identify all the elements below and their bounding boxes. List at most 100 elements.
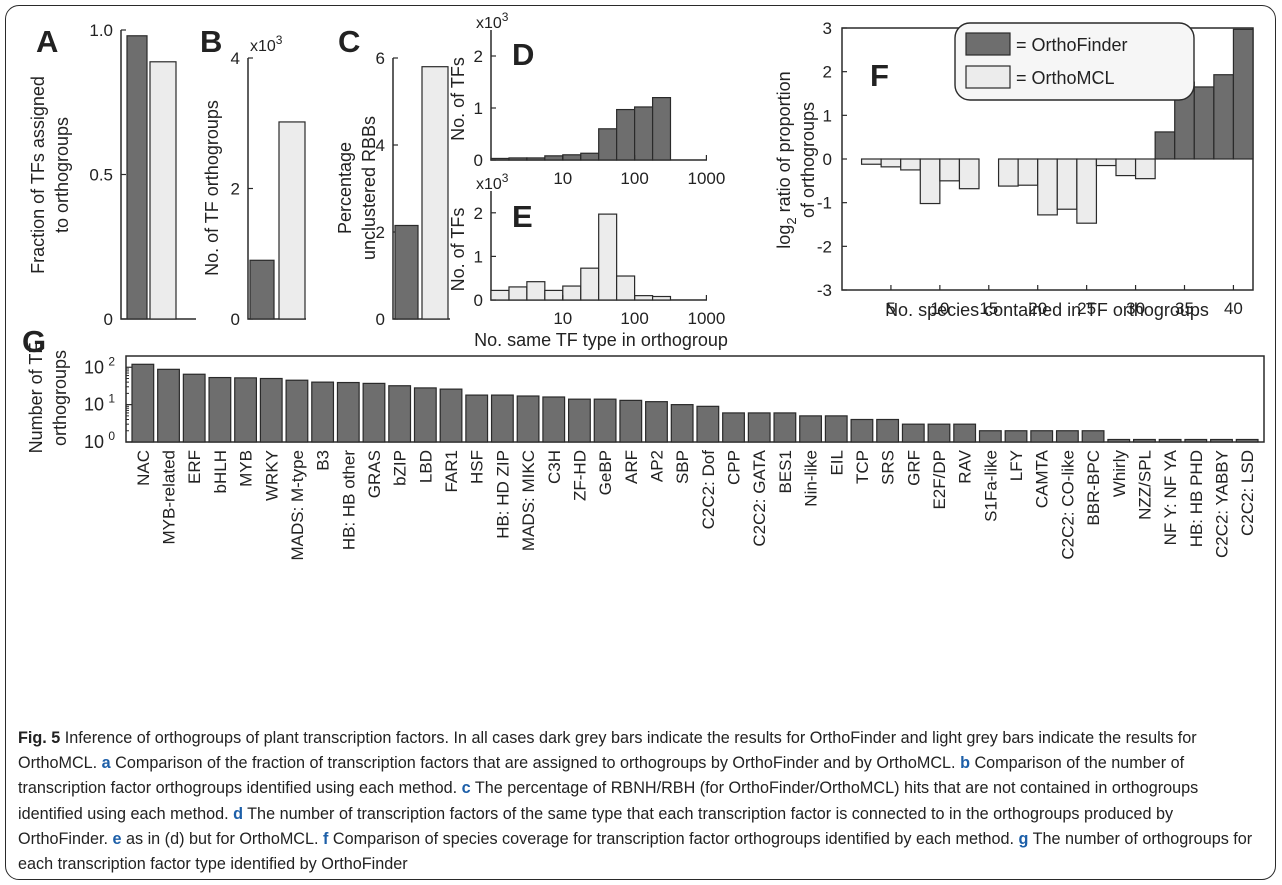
x-category-label-g: CAMTA — [1033, 449, 1052, 508]
x-category-label-g: GeBP — [596, 450, 615, 495]
bar-f — [1232, 28, 1254, 160]
legend-swatch-orthofinder — [965, 32, 1011, 56]
x-category-label-g: MYB — [237, 450, 256, 487]
bar-g — [465, 394, 489, 443]
y-tick-label-f: -3 — [817, 281, 832, 300]
bar-f — [958, 158, 980, 190]
x-tick-label-f: 5 — [886, 299, 895, 318]
x-category-label-g: C2C2: YABBY — [1212, 450, 1231, 558]
x-tick-label-d: 10 — [553, 169, 572, 188]
bar-g — [208, 376, 232, 443]
plot-frame-g — [125, 355, 1265, 443]
y-axis-label-g-line1: Number of TF — [26, 343, 46, 454]
bar-g — [285, 379, 309, 443]
caption-panel-text: Comparison of the fraction of transcript… — [110, 754, 961, 773]
multiplier-base: x10 — [476, 15, 502, 32]
x-tick-label-f: 30 — [1126, 299, 1145, 318]
bar-g — [824, 415, 848, 443]
x-category-label-g: B3 — [314, 450, 333, 471]
bar-g — [619, 399, 643, 443]
multiplier-exponent: 3 — [276, 33, 283, 47]
y-tick-label-g: 10 — [84, 432, 104, 452]
bar-orthomcl — [149, 61, 177, 320]
y-axis-label-b: No. of TF orthogroups — [202, 100, 222, 276]
x-category-label-g: MYB-related — [160, 450, 179, 544]
y-tick-label-g: 10 — [84, 395, 104, 415]
y-tick-e: 2 — [474, 204, 483, 223]
x-category-label-g: GRAS — [365, 450, 384, 498]
y-tick-label-f: 1 — [823, 106, 832, 125]
bar-g — [901, 423, 925, 443]
x-tick-label-f: 35 — [1175, 299, 1194, 318]
x-tick-label-f: 25 — [1077, 299, 1096, 318]
y-axis-label-e: No. of TFs — [448, 208, 468, 292]
x-tick-label-e: 100 — [620, 309, 648, 328]
histogram-bar — [651, 96, 672, 161]
bar-orthofinder — [249, 259, 275, 320]
caption-panel-text: Comparison of species coverage for trans… — [328, 829, 1019, 848]
bar-g — [593, 398, 617, 443]
x-category-label-g: AP2 — [647, 450, 666, 482]
y-axis-label-f-line2: of orthogroups — [798, 102, 818, 218]
x-tick-label-f: 15 — [979, 299, 998, 318]
bar-g — [1158, 438, 1182, 443]
y-axis-label-a-line2: to orthogroups — [52, 117, 72, 233]
bar-g — [799, 415, 823, 443]
bar-g — [696, 405, 720, 443]
panel-letter-e: E — [512, 199, 533, 234]
y-tick-c: 4 — [376, 136, 385, 155]
bar-f — [1076, 158, 1098, 224]
x-tick-label-f: 10 — [930, 299, 949, 318]
caption-panel-tag: b — [960, 754, 970, 773]
caption-panel-tag: f — [323, 829, 329, 848]
x-category-label-g: S1Fa-like — [981, 450, 1000, 522]
x-category-label-g: MADS: M-type — [288, 450, 307, 561]
x-category-label-g: SRS — [879, 450, 898, 485]
bar-g — [876, 418, 900, 443]
y-tick-exponent-g: 2 — [108, 354, 115, 368]
bar-g — [773, 412, 797, 443]
y-tick-b: 4 — [231, 49, 240, 68]
x-category-label-g: EIL — [827, 450, 846, 476]
x-category-label-g: BBR-BPC — [1084, 450, 1103, 526]
bar-g — [722, 412, 745, 443]
y-tick-label-f: -2 — [817, 237, 832, 256]
panel-letter-g: G — [22, 324, 46, 359]
y-tick-label-f: 2 — [823, 63, 832, 82]
bar-orthofinder — [126, 35, 148, 320]
bar-f — [1134, 158, 1156, 180]
y-tick-c: 0 — [376, 310, 385, 329]
x-category-label-g: LFY — [1007, 450, 1026, 481]
x-category-label-g: MADS: MIKC — [519, 450, 538, 551]
y-tick-a: 1.0 — [89, 21, 113, 40]
y-tick-b: 0 — [231, 310, 240, 329]
bar-g — [953, 423, 977, 443]
x-category-label-g: LBD — [416, 450, 435, 483]
bar-g — [927, 423, 951, 443]
x-category-label-g: TCP — [853, 450, 872, 484]
y-tick-d: 1 — [474, 99, 483, 118]
y-tick-label-g: 10 — [84, 357, 104, 377]
bar-g — [234, 377, 258, 443]
bar-g — [1210, 438, 1233, 443]
multiplier-exponent: 3 — [502, 10, 509, 24]
x-tick-label-d: 100 — [620, 169, 648, 188]
legend-label-orthomcl: = OrthoMCL — [1016, 68, 1115, 88]
caption-panel-text: The number of transcription factors of t… — [18, 804, 1174, 848]
x-axis-label-f: No. species contained in TF orthogroups — [885, 300, 1209, 320]
panel-letter-f: F — [870, 58, 889, 93]
x-category-label-g: NZZ/SPL — [1135, 450, 1154, 520]
panel-letter-c: C — [338, 24, 360, 59]
legend-swatch-orthomcl — [965, 65, 1011, 89]
bar-g — [336, 381, 360, 443]
y-axis-label-d: No. of TFs — [448, 57, 468, 141]
bar-g — [490, 394, 514, 443]
y-tick-d: 0 — [474, 151, 483, 170]
caption-panel-tag: d — [233, 804, 243, 823]
x-category-label-g: CPP — [725, 450, 744, 485]
histogram-bar — [598, 213, 618, 301]
axis-multiplier: x103 — [476, 171, 509, 193]
x-category-label-g: C2C2: GATA — [750, 449, 769, 546]
x-category-label-g: BES1 — [776, 450, 795, 493]
bar-g — [747, 412, 771, 443]
